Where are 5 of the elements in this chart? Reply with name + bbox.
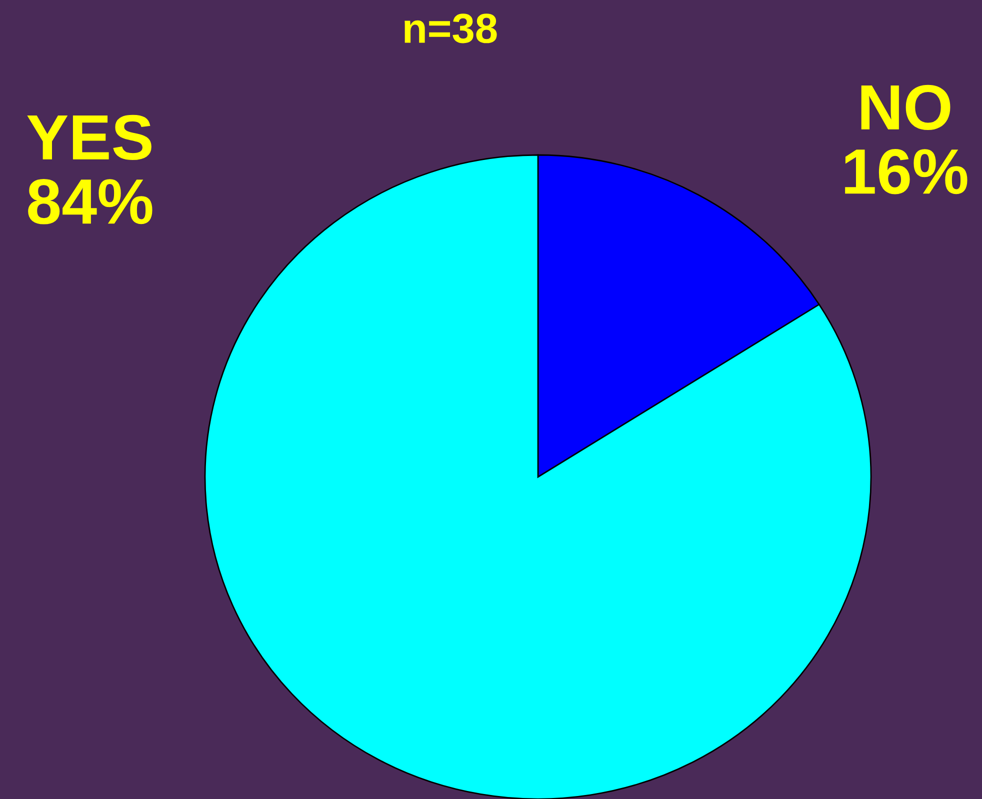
slice-label: YES (27, 114, 152, 160)
chart-title: n=38 (404, 14, 497, 44)
slice-label: NO (861, 84, 950, 130)
data-label: 16% (845, 149, 968, 194)
data-label: 84% (28, 179, 152, 224)
